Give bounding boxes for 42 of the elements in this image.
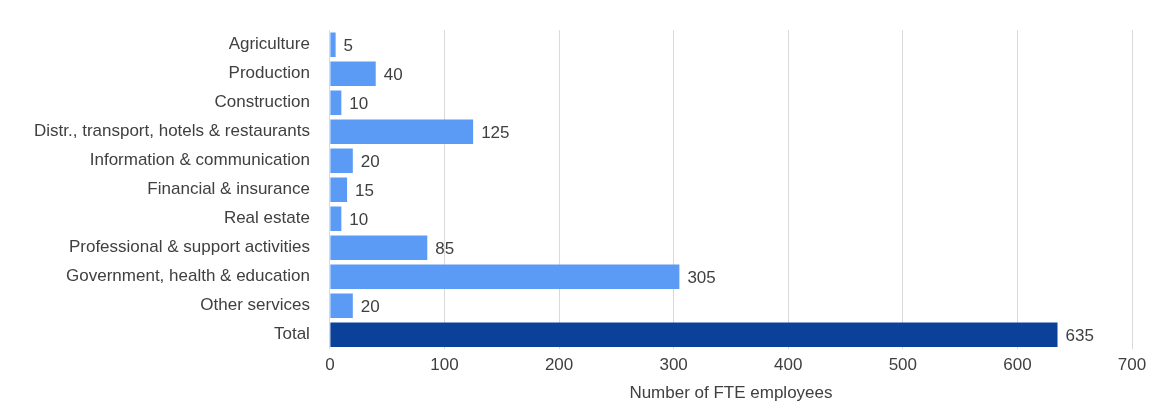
- bar: [330, 264, 680, 290]
- y-tick-label: Agriculture: [228, 34, 310, 54]
- y-tick-label: Other services: [200, 295, 310, 315]
- y-tick-label: Financial & insurance: [147, 179, 310, 199]
- y-tick-label: Construction: [214, 92, 310, 112]
- y-tick-label: Production: [228, 63, 310, 83]
- y-tick-label: Information & communication: [89, 150, 310, 170]
- y-tick-label: Distr., transport, hotels & restaurants: [33, 121, 310, 141]
- x-tick-label: 300: [659, 355, 688, 375]
- x-tick-label: 100: [430, 355, 459, 375]
- data-label: 10: [349, 94, 369, 114]
- bar: [330, 90, 342, 116]
- bar: [330, 32, 336, 58]
- bar: [330, 119, 474, 145]
- data-label: 40: [383, 65, 403, 85]
- bar: [330, 293, 353, 319]
- data-label: 635: [1065, 326, 1094, 346]
- data-label: 85: [435, 239, 455, 259]
- x-tick-label: 400: [774, 355, 803, 375]
- data-label: 5: [343, 36, 354, 56]
- y-tick-label: Total: [273, 324, 310, 344]
- y-tick-label: Real estate: [223, 208, 310, 228]
- data-label: 10: [349, 210, 369, 230]
- data-label: 15: [355, 181, 374, 201]
- x-tick-label: 0: [325, 355, 335, 375]
- bar: [330, 235, 428, 261]
- y-tick-label: Professional & support activities: [68, 237, 310, 257]
- x-tick-label: 600: [1003, 355, 1032, 375]
- bar: [330, 322, 1058, 348]
- data-label: 125: [481, 123, 510, 143]
- bar: [330, 148, 353, 174]
- y-tick-label: Government, health & education: [66, 266, 310, 286]
- data-label: 20: [360, 152, 380, 172]
- data-label: 20: [360, 297, 380, 317]
- bar: [330, 177, 348, 203]
- bar: [330, 206, 342, 232]
- bar: [330, 61, 376, 87]
- data-label: 305: [687, 268, 716, 288]
- x-axis-title: Number of FTE employees: [629, 383, 833, 403]
- x-tick-label: 700: [1117, 355, 1147, 375]
- x-tick-label: 500: [888, 355, 918, 375]
- x-tick-label: 200: [544, 355, 574, 375]
